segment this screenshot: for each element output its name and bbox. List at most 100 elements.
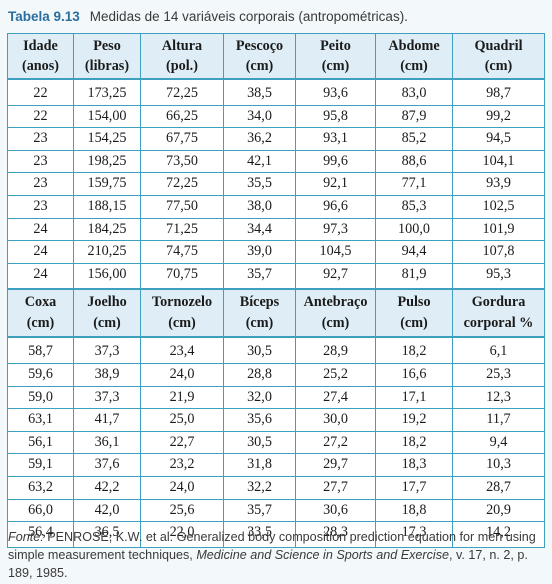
header-row: Coxa (cm) Joelho (cm) Tornozelo (cm) Bíceps (cm… [7,288,545,339]
table-cell: 98,7 [452,78,545,106]
table-cell: 37,6 [73,453,141,477]
table-cell: 59,1 [7,453,74,477]
table-row: 59,6 38,9 24,0 28,8 25,2 16,6 25,3 [7,362,545,387]
table-description: Medidas de 14 variáveis corporais (antro… [89,9,408,24]
table-cell: 59,6 [7,362,74,387]
table-cell: 97,3 [295,217,376,242]
table-cell: 18,8 [375,498,453,523]
table-cell: 104,1 [452,149,545,174]
table-cell: 32,0 [223,385,296,410]
table-row: 58,7 37,3 23,4 30,5 28,9 18,2 6,1 [7,336,545,364]
column-header: Gordura corporal % [452,288,545,339]
table-cell: 25,0 [140,408,224,432]
table-cell: 25,6 [140,498,224,523]
table-cell: 107,8 [452,240,545,264]
table-cell: 23,4 [140,336,224,364]
table-cell: 67,75 [140,127,224,151]
column-header: Idade (anos) [7,33,74,80]
table-cell: 95,8 [295,104,376,129]
table-cell: 156,00 [73,262,141,290]
table-cell: 19,2 [375,408,453,432]
source-prefix: Fonte: [8,530,44,544]
table-cell: 38,5 [223,78,296,106]
table-cell: 99,6 [295,149,376,174]
table-cell: 85,2 [375,127,453,151]
column-header-unit: (cm) [400,58,428,74]
table-row: 59,1 37,6 23,2 31,8 29,7 18,3 10,3 [7,453,545,477]
table-cell: 18,2 [375,430,453,455]
column-header-name: Pescoço [235,38,284,54]
table-cell: 24,0 [140,362,224,387]
table-cell: 99,2 [452,104,545,129]
column-header-name: Tornozelo [151,294,213,311]
table-cell: 35,7 [223,262,296,290]
table-row: 66,0 42,0 25,6 35,7 30,6 18,8 20,9 [7,498,545,523]
table-row: 22 154,00 66,25 34,0 95,8 87,9 99,2 [7,104,545,129]
table-row: 59,0 37,3 21,9 32,0 27,4 17,1 12,3 [7,385,545,410]
table-cell: 87,9 [375,104,453,129]
table-body-part2: 58,7 37,3 23,4 30,5 28,9 18,2 6,1 59,6 38,9 24,0 2… [7,336,545,548]
table-cell: 24 [7,262,74,290]
table-cell: 72,25 [140,172,224,196]
table-cell: 102,5 [452,194,545,219]
column-header: Bíceps (cm) [223,288,296,339]
table-cell: 93,9 [452,172,545,196]
table-cell: 85,3 [375,194,453,219]
table-cell: 34,0 [223,104,296,129]
table-number: Tabela 9.13 [8,9,80,24]
table-cell: 18,3 [375,453,453,477]
table-cell: 28,8 [223,362,296,387]
table-row: 24 210,25 74,75 39,0 104,5 94,4 107,8 [7,240,545,264]
column-header-unit: (pol.) [166,58,198,74]
table-cell: 77,50 [140,194,224,219]
table-row: 63,1 41,7 25,0 35,6 30,0 19,2 11,7 [7,408,545,432]
table-cell: 188,15 [73,194,141,219]
table-cell: 71,25 [140,217,224,242]
table-cell: 24 [7,217,74,242]
table-cell: 28,7 [452,475,545,500]
table-cell: 30,6 [295,498,376,523]
table-cell: 95,3 [452,262,545,290]
table-cell: 18,2 [375,336,453,364]
table-row: 24 156,00 70,75 35,7 92,7 81,9 95,3 [7,262,545,290]
table-cell: 159,75 [73,172,141,196]
table-cell: 23 [7,149,74,174]
table-cell: 66,0 [7,498,74,523]
source-journal: Medicine and Science in Sports and Exerc… [196,548,450,562]
column-header-unit: (cm) [400,315,428,332]
table-row: 24 184,25 71,25 34,4 97,3 100,0 101,9 [7,217,545,242]
table-row: 23 198,25 73,50 42,1 99,6 88,6 104,1 [7,149,545,174]
table-cell: 21,9 [140,385,224,410]
column-header: Abdome (cm) [375,33,453,80]
column-header-name: Antebraço [303,294,368,311]
table-cell: 36,2 [223,127,296,151]
table-cell: 35,6 [223,408,296,432]
column-header-unit: (cm) [321,315,350,332]
table-cell: 63,2 [7,475,74,500]
column-header-name: Pulso [397,294,431,311]
table-cell: 29,7 [295,453,376,477]
table-cell: 66,25 [140,104,224,129]
column-header: Peso (libras) [73,33,141,80]
table-cell: 74,75 [140,240,224,264]
column-header: Pescoço (cm) [223,33,296,80]
table-cell: 56,1 [7,430,74,455]
table-cell: 154,00 [73,104,141,129]
table-cell: 92,7 [295,262,376,290]
column-header: Tornozelo (cm) [140,288,224,339]
table-cell: 25,3 [452,362,545,387]
table-cell: 37,3 [73,336,141,364]
table-cell: 81,9 [375,262,453,290]
table-cell: 14,2 [452,521,545,548]
column-header-name: Bíceps [239,294,280,311]
table-cell: 12,3 [452,385,545,410]
table-cell: 72,25 [140,78,224,106]
table-cell: 31,8 [223,453,296,477]
table-cell: 22 [7,104,74,129]
table-cell: 100,0 [375,217,453,242]
table-cell: 24,0 [140,475,224,500]
column-header-name: Peso [93,38,121,54]
column-header-unit: (cm) [245,315,274,332]
column-header-name: Coxa [24,294,57,311]
table-cell: 23,2 [140,453,224,477]
